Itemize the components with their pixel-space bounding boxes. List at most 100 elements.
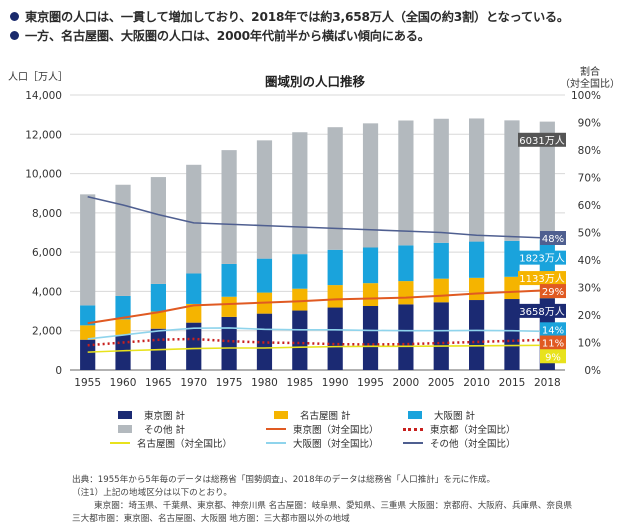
legend-line xyxy=(266,442,286,444)
legend-swatch xyxy=(408,411,422,419)
right-axis-label-line1: 割合 xyxy=(580,65,600,78)
bar-segment xyxy=(115,334,131,370)
right-axis-ticks: 0% 10% 20% 30% 40% 50% 60% 70% 80% 90% 100% xyxy=(571,90,601,377)
bar-segment xyxy=(115,295,131,320)
left-tick-label: 14,000 xyxy=(25,90,62,102)
right-tick-label: 30% xyxy=(578,283,601,295)
right-tick-label: 20% xyxy=(578,310,601,322)
x-tick-label: 1965 xyxy=(145,377,172,389)
right-tick-label: 40% xyxy=(578,255,601,267)
x-tick-label: 1975 xyxy=(216,377,243,389)
right-tick-label: 80% xyxy=(578,145,601,157)
end-label-box xyxy=(518,303,566,318)
x-tick-label: 1980 xyxy=(251,377,278,389)
population-chart: 圏域別の人口推移 人口［万人］ 割合 （対全国比） 0 2,000 4,000 6,0… xyxy=(8,65,620,389)
legend-item-tokyo-metro-ratio: 東京都（対全国比） xyxy=(403,422,516,436)
end-label-text: 14% xyxy=(542,325,564,336)
left-axis-label: 人口［万人］ xyxy=(8,71,68,83)
end-label-text: 9% xyxy=(545,352,561,363)
legend-label: 東京都（対全国比） xyxy=(430,425,516,436)
note-line: （注1）上記の地域区分は以下のとおり。 xyxy=(72,488,232,498)
legend-item-other-total: その他 計 xyxy=(118,422,185,436)
x-tick-label: 2015 xyxy=(499,377,526,389)
bar-segment xyxy=(362,283,379,307)
bar-segment xyxy=(469,118,485,242)
end-label-text: 1133万人 xyxy=(519,273,564,285)
nagoya-ratio-line xyxy=(87,344,548,353)
bar-segment xyxy=(504,299,520,370)
bar-segment xyxy=(327,249,343,286)
legend-label: 名古屋圏 計 xyxy=(300,411,351,422)
left-tick-label: 8,000 xyxy=(32,208,62,220)
bar-segment xyxy=(221,316,237,370)
summary-bullet-text: 一方、名古屋圏、大阪圏の人口は、2000年代前半から横ばい傾向にある。 xyxy=(25,29,430,43)
bar-segment xyxy=(80,194,96,306)
bar-segment xyxy=(398,120,414,246)
x-tick-label: 2018 xyxy=(534,377,561,389)
left-axis-ticks: 0 2,000 4,000 6,000 8,000 10,000 12,000 14,000 xyxy=(25,90,62,377)
bar-segment xyxy=(398,281,414,305)
bar-segment xyxy=(80,325,96,340)
left-tick-label: 6,000 xyxy=(32,247,62,259)
end-label-text: 1823万人 xyxy=(519,253,564,265)
end-label-box xyxy=(540,231,566,245)
bar-segment xyxy=(221,296,237,317)
bar-segment xyxy=(186,273,202,304)
bullet-dot-icon xyxy=(10,12,19,21)
legend-swatch xyxy=(118,411,132,419)
bar-segment xyxy=(362,123,379,248)
bar-segment xyxy=(221,150,237,264)
legend-swatch xyxy=(118,425,132,433)
right-tick-label: 100% xyxy=(571,90,601,102)
legend-item-other-ratio: その他（対全国比） xyxy=(403,436,516,450)
bar-segment xyxy=(221,263,237,297)
end-label-box xyxy=(518,132,566,147)
x-axis-ticks: 1955 1960 1965 1970 1975 1980 1985 1990 1995 2000… xyxy=(74,377,560,389)
note-line: 東京圏：埼玉県、千葉県、東京都、神奈川県 名古屋圏：岐阜県、愛知県、三重県 大阪… xyxy=(94,501,573,511)
bar-segment xyxy=(115,319,131,335)
bar-segment xyxy=(398,245,414,282)
end-label-text: 11% xyxy=(542,339,564,350)
bar-segment xyxy=(256,313,273,370)
bar-segment xyxy=(292,310,308,370)
bar-segment xyxy=(150,283,166,312)
x-tick-label: 1990 xyxy=(322,377,349,389)
bar-segment xyxy=(504,120,520,241)
legend-label: その他 計 xyxy=(144,425,186,436)
x-tick-label: 1985 xyxy=(286,377,313,389)
right-tick-label: 10% xyxy=(578,338,601,350)
bar-segment xyxy=(469,241,485,278)
x-tick-label: 1960 xyxy=(110,377,137,389)
end-label-box xyxy=(540,322,566,337)
bar-segment xyxy=(362,247,379,284)
x-tick-label: 1970 xyxy=(180,377,207,389)
bar-segment xyxy=(292,254,308,289)
note-line: 出典：1955年から5年毎のデータは総務省「国勢調査」、2018年のデータは総務… xyxy=(72,475,496,485)
bar-segment xyxy=(469,277,485,301)
summary-bullet-text: 東京圏の人口は、一貫して増加しており、2018年では約3,658万人（全国の約3… xyxy=(25,10,569,24)
bar-segment xyxy=(327,307,343,370)
left-tick-label: 2,000 xyxy=(32,326,62,338)
right-axis-label-line2: （対全国比） xyxy=(560,77,620,90)
bar-segment xyxy=(256,140,273,259)
tokyo-metro-ratio-line xyxy=(87,337,548,347)
bar-segment xyxy=(327,285,343,308)
bar-segment xyxy=(80,339,96,370)
bar-segment xyxy=(469,300,485,370)
bar-segment xyxy=(186,164,202,274)
legend-item-osaka-total: 大阪圏 計 xyxy=(408,408,475,422)
right-tick-label: 0% xyxy=(584,365,601,377)
legend-dotted-line xyxy=(403,427,423,431)
gridlines xyxy=(70,94,565,371)
right-tick-label: 90% xyxy=(578,118,601,130)
chart-legend: 東京圏 計 名古屋圏 計 大阪圏 計 その他 計 東京圏（対全国比） 東京都（対… xyxy=(110,408,538,450)
bar-segment xyxy=(327,127,343,250)
tokyo-ratio-line xyxy=(87,289,548,325)
bar-segment xyxy=(433,118,449,243)
end-label-text: 48% xyxy=(542,234,564,245)
bar-segment xyxy=(539,121,555,241)
bar-segment xyxy=(433,278,449,303)
bar-segment xyxy=(186,322,202,370)
legend-line xyxy=(403,442,423,444)
left-tick-label: 10,000 xyxy=(25,169,62,181)
